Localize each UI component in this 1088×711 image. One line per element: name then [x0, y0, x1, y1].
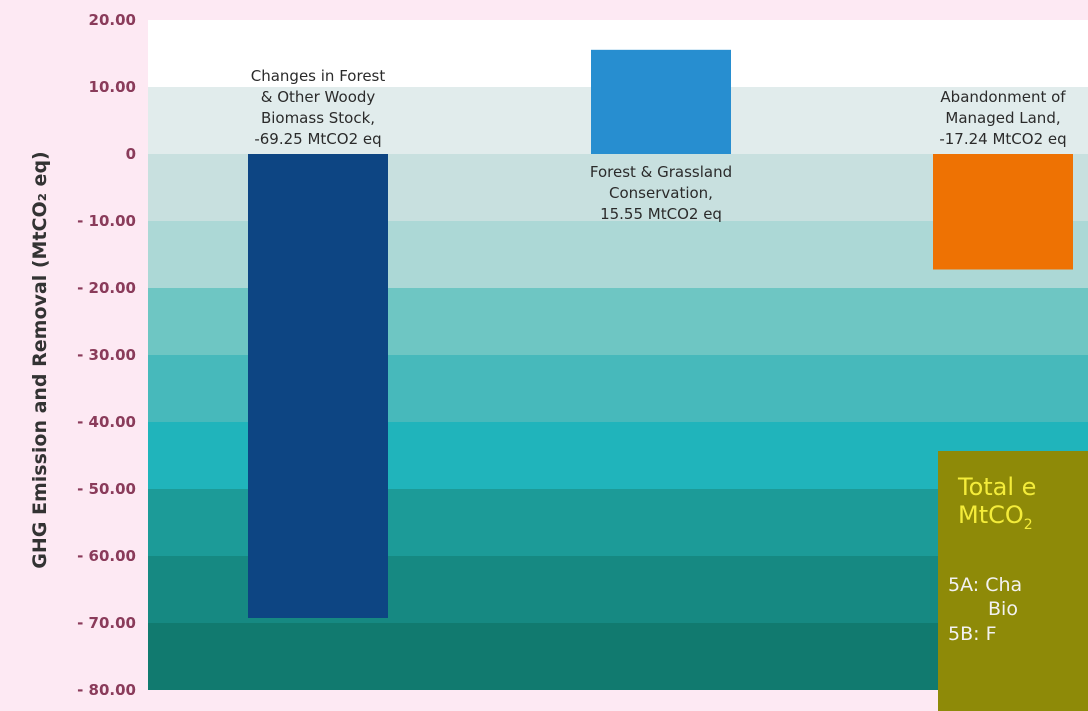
background-band	[148, 623, 1088, 690]
info-line-bio: Bio	[988, 598, 1018, 620]
bar	[933, 154, 1073, 270]
bar-annotation: Forest & Grassland Conservation, 15.55 MtC…	[590, 163, 732, 223]
bars	[248, 49, 1073, 618]
info-box: Total e MtCO2 5A: Cha Bio 5B: F	[938, 451, 1088, 711]
y-tick-label: - 20.00	[77, 279, 136, 297]
y-tick-label: - 70.00	[77, 614, 136, 632]
y-tick-label: - 80.00	[77, 681, 136, 699]
info-line-5a: 5A: Cha	[948, 574, 1023, 596]
y-tick-labels: 20.00 10.00 0 - 10.00 - 20.00 - 30.00 - 40.00 -…	[77, 11, 136, 699]
info-line-5b: 5B: F	[948, 623, 997, 645]
y-tick-label: 20.00	[89, 11, 136, 29]
y-tick-label: - 30.00	[77, 346, 136, 364]
y-tick-label: - 60.00	[77, 547, 136, 565]
y-tick-label: - 10.00	[77, 212, 136, 230]
y-tick-label: 10.00	[89, 78, 136, 96]
bar	[248, 154, 388, 618]
bar-annotations: Changes in Forest & Other Woody Biomass St…	[251, 67, 1067, 223]
bar	[591, 49, 731, 154]
y-tick-label: - 40.00	[77, 413, 136, 431]
info-title: Total e MtCO2	[958, 473, 1037, 533]
y-tick-label: - 50.00	[77, 480, 136, 498]
bar-annotation: Changes in Forest & Other Woody Biomass St…	[251, 67, 386, 148]
y-tick-label: 0	[126, 145, 136, 163]
y-axis-label: GHG Emission and Removal (MtCO₂ eq)	[29, 151, 51, 568]
bar-annotation: Abandonment of Managed Land, -17.24 MtCO2 …	[939, 88, 1066, 148]
